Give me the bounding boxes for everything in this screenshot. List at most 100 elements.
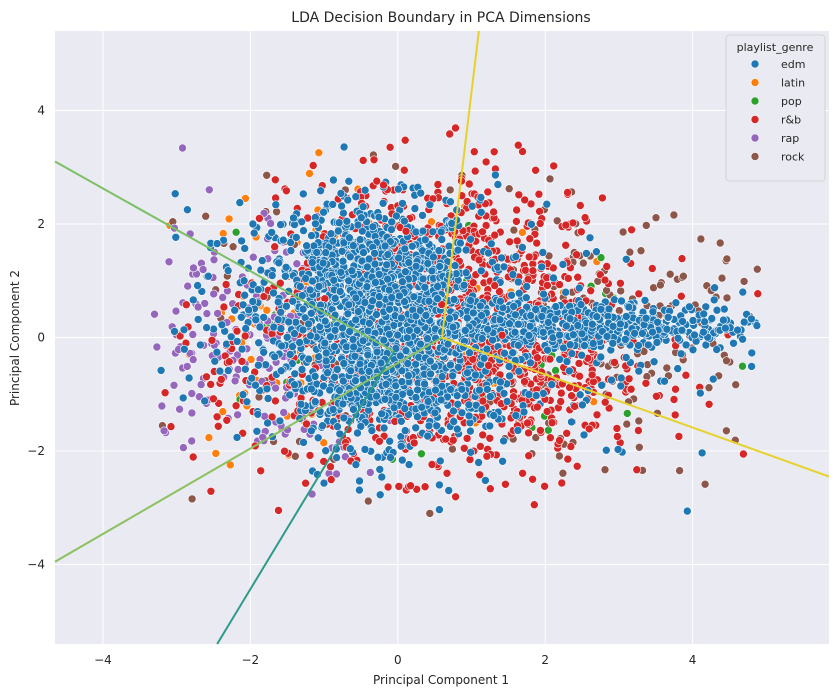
data-point-edm bbox=[568, 330, 578, 340]
legend-label: r&b bbox=[781, 114, 801, 127]
data-point-edm bbox=[436, 227, 446, 237]
data-point-rb bbox=[674, 432, 684, 441]
data-point-edm bbox=[344, 300, 354, 310]
data-point-latin bbox=[204, 433, 214, 442]
data-point-edm bbox=[483, 324, 492, 334]
data-point-edm bbox=[678, 317, 687, 326]
data-point-edm bbox=[514, 366, 524, 376]
data-point-edm bbox=[539, 289, 548, 299]
data-point-edm bbox=[392, 211, 401, 221]
data-point-edm bbox=[427, 266, 437, 276]
data-point-edm bbox=[752, 321, 762, 330]
data-point-edm bbox=[398, 277, 407, 287]
data-point-rb bbox=[535, 207, 544, 216]
data-point-edm bbox=[411, 423, 421, 433]
data-point-edm bbox=[400, 426, 410, 435]
data-point-latin bbox=[262, 305, 272, 315]
data-point-rb bbox=[475, 470, 485, 480]
data-point-edm bbox=[643, 340, 653, 350]
data-point-rb bbox=[379, 180, 388, 190]
data-point-edm bbox=[597, 380, 607, 390]
data-point-rb bbox=[528, 266, 538, 276]
data-point-rb bbox=[531, 166, 540, 175]
data-point-rb bbox=[753, 289, 763, 299]
data-point-edm bbox=[337, 247, 347, 256]
data-point-edm bbox=[267, 271, 277, 280]
data-point-edm bbox=[433, 294, 442, 303]
data-point-rb bbox=[490, 230, 500, 240]
data-point-edm bbox=[321, 356, 331, 366]
data-point-edm bbox=[271, 200, 281, 209]
data-point-edm bbox=[333, 422, 342, 431]
data-point-edm bbox=[281, 271, 290, 281]
data-point-edm bbox=[513, 340, 523, 350]
data-point-edm bbox=[226, 332, 236, 342]
data-point-edm bbox=[453, 245, 463, 255]
data-point-edm bbox=[286, 246, 296, 255]
data-point-rb bbox=[259, 292, 269, 301]
data-point-edm bbox=[676, 349, 686, 359]
data-point-edm bbox=[273, 315, 283, 324]
data-point-rb bbox=[524, 252, 534, 262]
data-point-rb bbox=[237, 357, 247, 366]
data-point-edm bbox=[241, 324, 250, 333]
data-point-edm bbox=[417, 402, 427, 412]
data-point-rb bbox=[375, 436, 384, 446]
data-point-rb bbox=[616, 278, 625, 288]
data-point-rb bbox=[483, 187, 493, 197]
data-point-rap bbox=[249, 252, 258, 262]
data-point-edm bbox=[525, 321, 535, 331]
data-point-latin bbox=[218, 407, 228, 416]
data-point-rb bbox=[270, 242, 280, 251]
data-point-edm bbox=[461, 245, 471, 255]
data-point-rap bbox=[188, 330, 198, 339]
data-point-edm bbox=[335, 386, 344, 395]
legend-entries: edm latin pop r&b rap rock bbox=[750, 58, 805, 164]
data-point-latin bbox=[319, 438, 329, 448]
legend: playlist_genre edm latin pop r&b rap rock bbox=[725, 34, 826, 182]
data-point-rb bbox=[217, 375, 226, 384]
data-point-rb bbox=[470, 166, 480, 176]
data-point-rb bbox=[652, 391, 661, 401]
data-point-edm bbox=[477, 311, 486, 320]
data-point-edm bbox=[362, 282, 372, 292]
data-point-edm bbox=[370, 259, 380, 269]
data-point-rock bbox=[509, 225, 519, 235]
data-point-edm bbox=[171, 233, 181, 242]
data-point-latin bbox=[305, 169, 314, 178]
data-point-edm bbox=[319, 381, 328, 391]
data-point-edm bbox=[184, 373, 194, 383]
data-point-edm bbox=[337, 201, 346, 211]
data-point-rb bbox=[533, 402, 542, 412]
data-point-rap bbox=[178, 143, 187, 153]
data-point-edm bbox=[330, 325, 340, 335]
data-point-edm bbox=[359, 248, 368, 257]
data-point-edm bbox=[381, 379, 391, 389]
data-point-edm bbox=[330, 342, 339, 351]
data-point-rap bbox=[271, 383, 280, 393]
data-point-edm bbox=[550, 314, 560, 324]
data-point-pop bbox=[231, 227, 241, 237]
data-point-edm bbox=[357, 226, 367, 236]
data-point-rock bbox=[391, 162, 400, 171]
data-point-edm bbox=[193, 281, 202, 290]
data-point-rock bbox=[504, 184, 514, 193]
data-point-edm bbox=[688, 316, 698, 325]
data-point-edm bbox=[379, 335, 389, 345]
data-point-edm bbox=[527, 220, 536, 229]
data-point-rock bbox=[675, 466, 684, 475]
data-point-edm bbox=[738, 334, 747, 344]
data-point-rb bbox=[555, 280, 564, 289]
data-point-edm bbox=[249, 228, 259, 238]
data-point-edm bbox=[328, 405, 338, 414]
data-point-edm bbox=[312, 248, 322, 257]
data-point-rap bbox=[169, 380, 179, 390]
data-point-edm bbox=[370, 249, 379, 258]
data-point-edm bbox=[511, 411, 521, 420]
data-point-edm bbox=[326, 332, 335, 342]
data-point-edm bbox=[389, 321, 399, 330]
data-point-edm bbox=[377, 409, 387, 419]
data-point-rb bbox=[600, 397, 610, 407]
data-point-edm bbox=[379, 423, 389, 433]
